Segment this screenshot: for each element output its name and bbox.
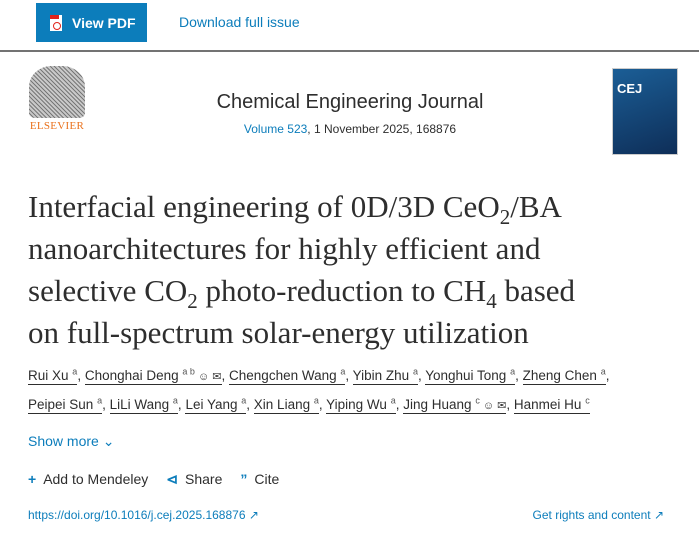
article-actions: + Add to Mendeley ⊲ Share ” Cite — [28, 470, 693, 488]
link-row: https://doi.org/10.1016/j.cej.2025.16887… — [28, 508, 664, 523]
subscript: 2 — [499, 205, 511, 230]
title-text: on full-spectrum solar-energy utilizatio… — [28, 315, 529, 350]
mendeley-label: Add to Mendeley — [43, 471, 149, 487]
affiliation-marker: a — [172, 395, 178, 406]
title-line: nanoarchitectures for highly efficient a… — [28, 228, 693, 270]
affiliation-marker: c — [585, 395, 590, 406]
rights-text: Get rights and content — [532, 508, 651, 522]
affiliation-marker: c — [475, 395, 480, 406]
rights-link[interactable]: Get rights and content ↗ — [533, 508, 664, 523]
author-link[interactable]: LiLi Wang a — [109, 395, 178, 414]
share-icon: ⊲ — [166, 471, 178, 487]
elsevier-wordmark: ELSEVIER — [29, 120, 85, 132]
issue-info: , 1 November 2025, 168876 — [307, 122, 457, 136]
affiliation-marker: a — [412, 366, 418, 377]
person-icon: ☺ — [479, 400, 495, 412]
title-text: based — [496, 273, 576, 308]
journal-title[interactable]: Chemical Engineering Journal — [216, 91, 484, 113]
author-list: Rui Xu a, Chonghai Deng a b ☺ ✉, Chengch… — [28, 366, 610, 414]
title-text: Interfacial engineering of 0D/3D CeO — [28, 189, 500, 224]
author-name: Yonghui Tong — [425, 368, 507, 383]
external-link-icon: ↗ — [653, 508, 664, 522]
subscript: 4 — [486, 289, 497, 314]
external-link-icon: ↗ — [248, 508, 259, 522]
author-link[interactable]: Chonghai Deng a b ☺ ✉ — [84, 366, 222, 385]
top-toolbar: View PDF Download full issue — [0, 0, 699, 52]
view-pdf-label: View PDF — [72, 14, 136, 31]
author-link[interactable]: Lei Yang a — [185, 395, 247, 414]
article-title: Interfacial engineering of 0D/3D CeO2/BA… — [28, 186, 693, 354]
author-link[interactable]: Xin Liang a — [253, 395, 319, 414]
title-line: Interfacial engineering of 0D/3D CeO2/BA — [28, 186, 693, 228]
author-link[interactable]: Yiping Wu a — [326, 395, 396, 414]
title-text: selective CO — [28, 273, 188, 308]
author-name: Lei Yang — [185, 397, 238, 412]
view-pdf-button[interactable]: View PDF — [36, 3, 147, 42]
person-icon: ☺ — [194, 371, 210, 383]
doi-link[interactable]: https://doi.org/10.1016/j.cej.2025.16887… — [28, 508, 259, 523]
title-text: nanoarchitectures for highly efficient a… — [28, 231, 541, 266]
author-link[interactable]: Zheng Chen a — [522, 366, 606, 385]
add-to-mendeley-button[interactable]: + Add to Mendeley — [28, 470, 148, 488]
chevron-down-icon: ⌄ — [102, 433, 115, 449]
title-line: on full-spectrum solar-energy utilizatio… — [28, 312, 693, 354]
author-link[interactable]: Yonghui Tong a — [425, 366, 516, 385]
title-text: photo-reduction to CH — [197, 273, 487, 308]
author-name: Jing Huang — [403, 397, 472, 412]
journal-cover[interactable]: CEJ — [612, 68, 678, 155]
cite-label: Cite — [254, 471, 280, 487]
author-name: Xin Liang — [253, 397, 311, 412]
author-name: Zheng Chen — [522, 368, 597, 383]
doi-text: https://doi.org/10.1016/j.cej.2025.16887… — [28, 508, 246, 522]
envelope-icon: ✉ — [209, 371, 222, 383]
quote-icon: ” — [240, 471, 248, 487]
affiliation-marker: a — [241, 395, 247, 406]
title-line: selective CO2 photo-reduction to CH4 bas… — [28, 270, 693, 312]
author-link[interactable]: Hanmei Hu c — [513, 395, 590, 414]
share-button[interactable]: ⊲ Share — [166, 470, 222, 488]
affiliation-marker: a — [600, 366, 606, 377]
author-link[interactable]: Rui Xu a — [28, 366, 78, 385]
volume-link[interactable]: Volume 523 — [243, 122, 308, 136]
affiliation-marker: a — [340, 366, 346, 377]
author-name: Rui Xu — [28, 368, 69, 383]
author-name: Hanmei Hu — [513, 397, 582, 412]
tree-logo-icon — [29, 66, 85, 118]
author-name: Yibin Zhu — [352, 368, 410, 383]
author-link[interactable]: Jing Huang c ☺ ✉ — [403, 395, 507, 414]
affiliation-marker: a b — [182, 366, 195, 377]
subscript: 2 — [187, 289, 198, 314]
download-full-issue-link[interactable]: Download full issue — [179, 14, 300, 30]
affiliation-marker: a — [72, 366, 78, 377]
pdf-icon — [50, 14, 62, 31]
share-label: Share — [185, 471, 223, 487]
article-header: Interfacial engineering of 0D/3D CeO2/BA… — [28, 186, 693, 523]
affiliation-marker: a — [97, 395, 103, 406]
affiliation-marker: a — [390, 395, 396, 406]
cover-text: CEJ — [617, 81, 643, 96]
volume-info: Volume 523, 1 November 2025, 168876 — [150, 122, 550, 137]
show-more-button[interactable]: Show more ⌄ — [28, 432, 693, 450]
show-more-label: Show more — [28, 433, 99, 449]
cite-button[interactable]: ” Cite — [240, 470, 279, 488]
author-link[interactable]: Yibin Zhu a — [352, 366, 418, 385]
author-name: Chonghai Deng — [84, 368, 179, 383]
author-name: Peipei Sun — [28, 397, 94, 412]
author-link[interactable]: Chengchen Wang a — [229, 366, 346, 385]
author-name: LiLi Wang — [109, 397, 170, 412]
author-link[interactable]: Peipei Sun a — [28, 395, 103, 414]
plus-icon: + — [28, 471, 37, 487]
affiliation-marker: a — [510, 366, 516, 377]
envelope-icon: ✉ — [494, 400, 507, 412]
elsevier-logo[interactable]: ELSEVIER — [26, 66, 88, 134]
affiliation-marker: a — [313, 395, 319, 406]
author-name: Yiping Wu — [326, 397, 387, 412]
author-name: Chengchen Wang — [229, 368, 337, 383]
title-text: /BA — [510, 189, 562, 224]
